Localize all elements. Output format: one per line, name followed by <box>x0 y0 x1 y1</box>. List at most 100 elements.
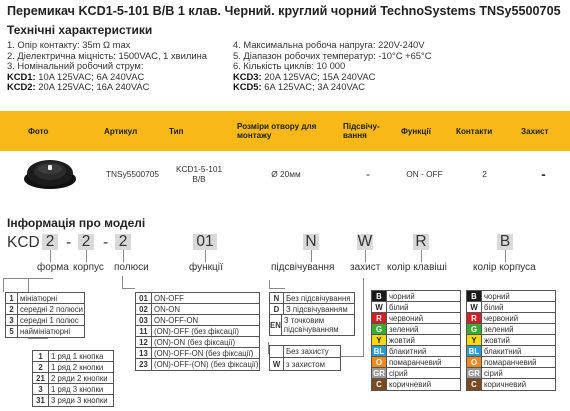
code-prefix: KCD <box>7 234 40 251</box>
table-row: TNSy5500705 KCD1-5-101 B/B Ø 20мм - ON -… <box>0 151 570 197</box>
spec-line: 4. Максимальна робоча напруга: 220V-240V <box>233 39 425 50</box>
color-item: GR сірий <box>467 368 555 379</box>
model-info-heading: Інформація про моделі <box>7 216 146 230</box>
switch-image <box>24 160 76 189</box>
cell-article: TNSy5500705 <box>105 169 160 179</box>
col-light: Підсвічу-вання <box>339 111 397 151</box>
label-poles: полюси <box>114 262 149 273</box>
col-size: Розміри отвору для монтажу <box>233 111 339 151</box>
specs-left: 1. Опір контакту: 35m Ω max 2. Діелектри… <box>7 39 207 93</box>
col-func: Функції <box>397 111 452 151</box>
spec-line: 5. Діапазон робочих температур: -10°C +6… <box>233 49 432 61</box>
label-key-color: колір клавіші <box>387 262 447 273</box>
list-item: 01 ON-OFF <box>136 293 259 304</box>
table-header-row: Фото Артикул Тип Розміри отвору для монт… <box>0 111 570 151</box>
label-protect: захист <box>350 262 381 273</box>
code-func: 01 <box>193 234 217 250</box>
cell-type: KCD1-5-101 B/B <box>175 164 223 184</box>
code-body-color: B <box>497 234 513 250</box>
list-item: 12 (ON)-ON (без фіксації) <box>136 337 259 348</box>
color-item: BL блакитний <box>467 346 555 357</box>
spec-line: KCD2: 20A 125VAC; 16A 240VAC <box>7 81 150 93</box>
spec-line: KCD3: 20A 125VAC; 15A 240VAC <box>233 70 376 82</box>
list-item: N Без підсвічування <box>270 293 354 304</box>
code-poles: 2 <box>115 234 131 250</box>
label-form: форма <box>37 262 69 273</box>
spec-line: 2. Діелектрична міцність: 1500VAC, 1 хви… <box>7 49 207 61</box>
spec-line: 1. Опір контакту: 35m Ω max <box>7 39 131 50</box>
list-item: 03 ON-OFF-ON <box>136 315 259 326</box>
col-contacts: Контакти <box>452 111 517 151</box>
spec-line: KCD5: 6A 125VAC; 3A 240VAC <box>233 81 366 93</box>
func-options: 01 ON-OFF 02 ON-ON 03 ON-OFF-ON 11 (ON)-OFF … <box>135 292 260 371</box>
product-photo <box>0 151 100 197</box>
cell-contacts: 2 <box>482 169 487 179</box>
code-dash: - <box>66 234 72 251</box>
spec-line: 3. Номінальний робочий струм: <box>7 60 144 72</box>
list-item: 02 ON-ON <box>136 304 259 315</box>
cell-func: ON - OFF <box>406 169 443 179</box>
list-item: 1 мініатюрні <box>6 293 84 304</box>
list-item: 21 2 ряди 2 кнопки <box>33 373 113 384</box>
list-item: 2 середні 2 полюси <box>6 304 84 315</box>
color-item: GR сірий <box>372 368 460 379</box>
col-type: Тип <box>165 111 233 151</box>
label-func: функції <box>189 262 223 273</box>
list-item: Без захисту <box>270 346 340 358</box>
label-body-color: колір корпуса <box>473 262 536 273</box>
cell-size: Ø 20мм <box>271 169 301 179</box>
code-form: 2 <box>42 234 58 250</box>
list-item: 13 (ON)-OFF-ON (без фіксації) <box>136 348 259 359</box>
product-table: Фото Артикул Тип Розміри отвору для монт… <box>0 111 570 197</box>
cell-protect: - <box>541 166 546 182</box>
col-article: Артикул <box>100 111 165 151</box>
cell-light: - <box>366 167 370 181</box>
color-item: BL блакитний <box>372 346 460 357</box>
list-item: EN З точковим підсвічуванням <box>270 315 339 335</box>
label-light: підсвічування <box>271 262 335 273</box>
list-item: 5 наймініатюрні <box>6 326 84 337</box>
label-body: корпус <box>73 262 104 273</box>
list-item: 23 (ON)-OFF-(ON) (без фіксації) <box>136 359 259 370</box>
list-item: 31 3 ряди 3 кнопки <box>33 395 113 406</box>
code-protect: W <box>357 233 373 250</box>
page-title: Перемикач KCD1-5-101 B/B 1 клав. Черний.… <box>7 4 561 18</box>
form-options: 1 мініатюрні 2 середні 2 полюси 3 середні 1… <box>5 292 85 338</box>
code-body: 2 <box>78 234 94 250</box>
spec-line: 6. Кількість циклів: 10 000 <box>233 60 346 72</box>
code-key-color: R <box>413 234 429 250</box>
col-photo: Фото <box>0 111 100 151</box>
list-item: 11 (ON)-OFF (без фіксації) <box>136 326 259 337</box>
col-protect: Захист <box>517 111 570 151</box>
specs-heading: Технічні характеристики <box>7 23 153 37</box>
list-item: 3 середні 1 полюс <box>6 315 84 326</box>
code-light: N <box>303 234 319 250</box>
code-dash: - <box>103 234 109 251</box>
specs-right: 4. Максимальна робоча напруга: 220V-240V… <box>233 39 432 93</box>
spec-line: KCD1: 10A 125VAC; 6A 240VAC <box>7 70 145 82</box>
